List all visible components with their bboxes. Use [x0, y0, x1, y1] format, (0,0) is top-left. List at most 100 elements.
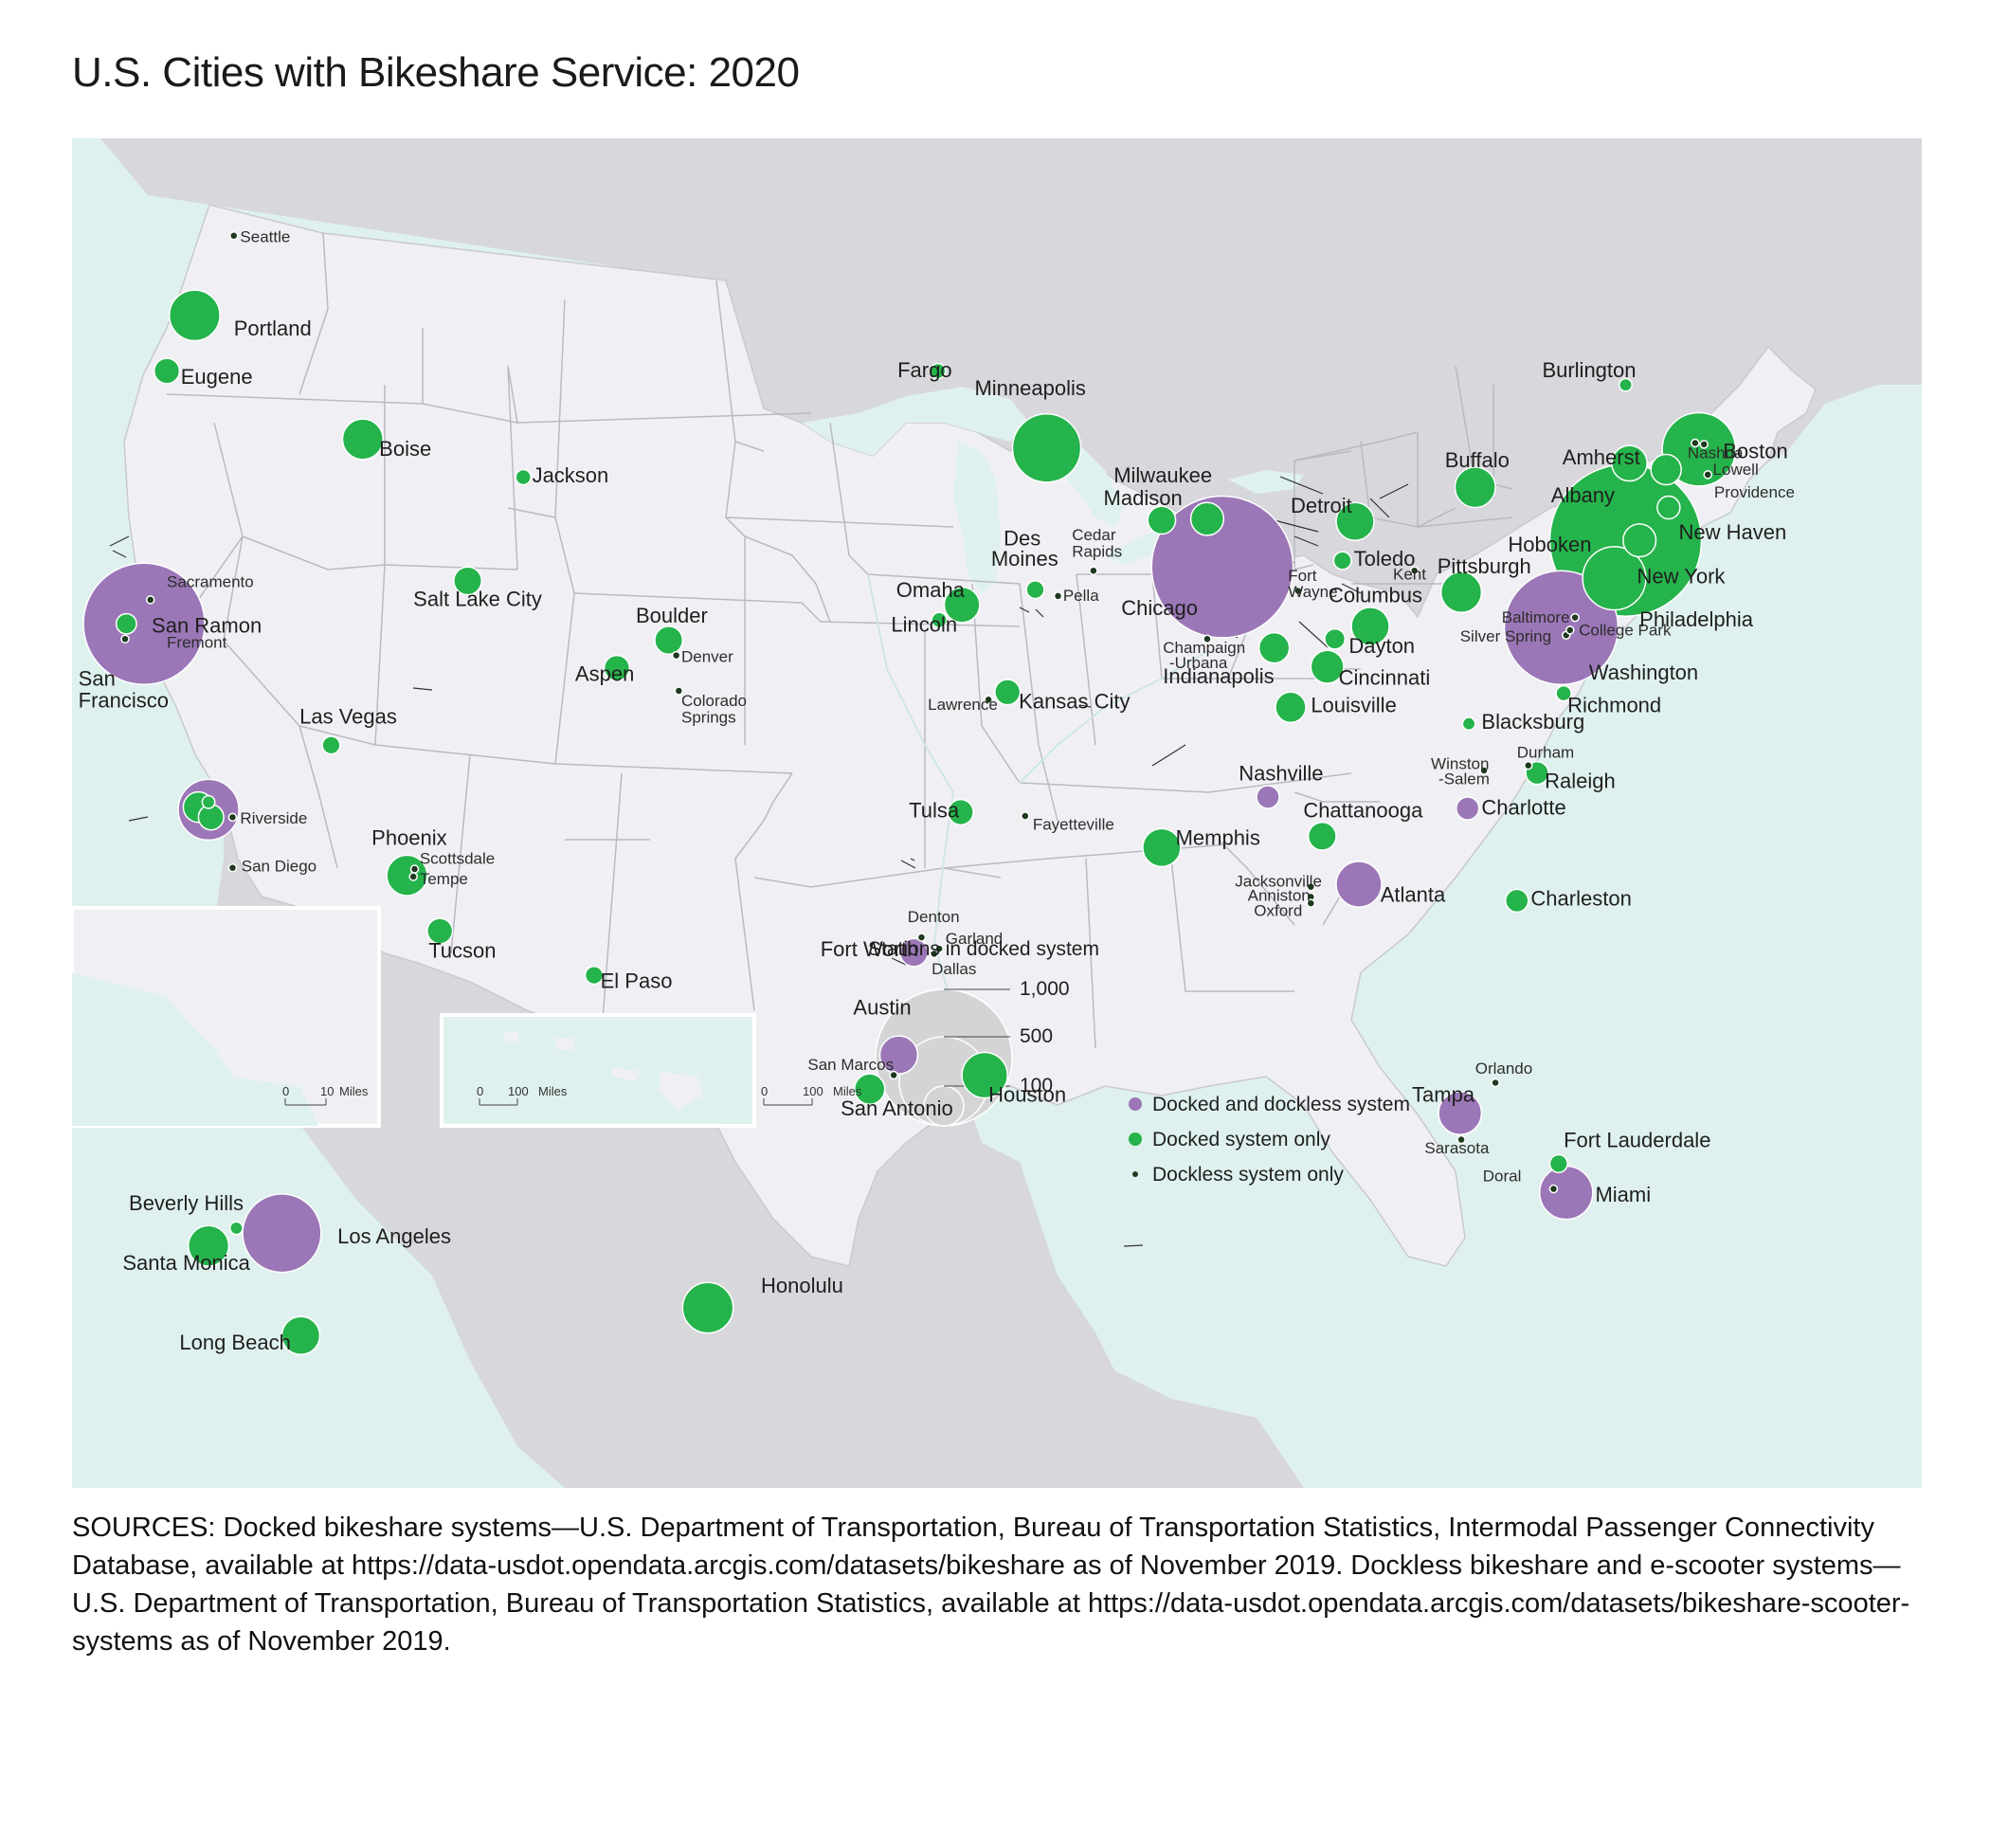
- ontario-land: [1039, 333, 1768, 617]
- jackson-marker: [515, 468, 532, 486]
- state-borders: [166, 232, 1513, 1049]
- city-markers: [82, 230, 1737, 1356]
- label-oxford: Oxford: [1254, 901, 1302, 919]
- scale-la-value: 10: [320, 1084, 334, 1098]
- label-colorado-springs-1: Colorado: [681, 692, 747, 710]
- label-miami: Miami: [1595, 1183, 1651, 1206]
- tempe-marker: [408, 872, 418, 881]
- madison-marker: [1147, 505, 1177, 535]
- city-labels: Seattle Portland Eugene Boise Jackson Salt La…: [79, 227, 1795, 1354]
- label-long-beach: Long Beach: [179, 1331, 290, 1354]
- label-des-moines-1: Des: [1004, 527, 1040, 551]
- lake-superior: [802, 387, 1029, 456]
- label-santa-monica: Santa Monica: [122, 1251, 250, 1275]
- label-new-york: New York: [1637, 565, 1726, 589]
- houston-marker: [961, 1051, 1008, 1099]
- los-angeles-marker: [242, 1193, 322, 1274]
- label-baltimore: Baltimore: [1502, 608, 1570, 626]
- label-college-park: College Park: [1579, 621, 1672, 639]
- legend-docked-dockless-swatch: [1129, 1097, 1142, 1111]
- lincoln-marker: [931, 611, 948, 629]
- label-champaign-1: Champaign: [1163, 639, 1245, 657]
- label-cedar-rapids-2: Rapids: [1072, 543, 1122, 561]
- label-amherst: Amherst: [1563, 445, 1640, 469]
- scale-main-zero: 0: [761, 1084, 768, 1098]
- aspen-marker: [603, 654, 631, 682]
- des-moines-marker: [1025, 580, 1045, 600]
- atlanta-marker: [1335, 861, 1383, 908]
- providence-marker: [1703, 470, 1712, 480]
- label-nashua: Nashua: [1688, 444, 1744, 462]
- label-anniston: Anniston: [1248, 886, 1311, 904]
- map-title: U.S. Cities with Bikeshare Service: 2020: [72, 49, 800, 96]
- salt-lake-city-marker: [453, 566, 482, 596]
- label-san-ramon: San Ramon: [152, 614, 262, 638]
- san-marcos-marker: [889, 1070, 898, 1080]
- scale-bar-labels: 0 10 Miles 0 100 Miles 0 100 Miles: [282, 1084, 862, 1098]
- label-tucson: Tucson: [428, 938, 496, 962]
- label-lowell: Lowell: [1713, 461, 1759, 479]
- honolulu-marker: [681, 1281, 734, 1334]
- colorado-springs-marker: [674, 686, 684, 696]
- santa-monica-marker: [187, 1224, 230, 1267]
- jacksonville-marker: [1306, 881, 1316, 892]
- indianapolis-marker: [1257, 631, 1291, 664]
- san-diego-marker: [227, 862, 238, 873]
- fort-wayne-marker: [1294, 586, 1303, 596]
- lake-ontario: [1228, 470, 1304, 494]
- label-las-vegas: Las Vegas: [299, 705, 397, 729]
- sources-note: SOURCES: Docked bikeshare systems—U.S. D…: [72, 1513, 1910, 1657]
- amherst-marker: [1650, 453, 1682, 486]
- label-blacksburg: Blacksburg: [1481, 710, 1584, 734]
- toledo-marker: [1332, 551, 1352, 571]
- scale-main-unit: Miles: [833, 1084, 862, 1098]
- label-salt-lake-city: Salt Lake City: [413, 588, 542, 611]
- portland-marker: [168, 289, 221, 342]
- label-detroit: Detroit: [1291, 494, 1352, 517]
- category-legend: Docked and dockless system Docked system…: [868, 938, 1410, 1186]
- long-beach-marker: [280, 1315, 321, 1356]
- lake-michigan: [953, 442, 1001, 593]
- austin-marker: [878, 1035, 919, 1075]
- label-kent: Kent: [1393, 566, 1426, 584]
- label-san-francisco-1: San: [79, 667, 116, 691]
- label-doral: Doral: [1483, 1168, 1522, 1186]
- columbus-marker: [1350, 607, 1390, 646]
- label-durham: Durham: [1517, 744, 1574, 762]
- label-louisville: Louisville: [1311, 694, 1397, 717]
- albany-marker: [1611, 444, 1648, 482]
- label-providence: Providence: [1714, 483, 1795, 501]
- label-philadelphia: Philadelphia: [1639, 607, 1754, 631]
- scale-main-value: 100: [803, 1084, 823, 1098]
- label-indianapolis: Indianapolis: [1163, 664, 1274, 688]
- label-fargo: Fargo: [897, 358, 951, 382]
- label-milwaukee: Milwaukee: [1113, 463, 1212, 487]
- burlington-marker: [1619, 377, 1633, 392]
- label-san-diego: San Diego: [242, 858, 317, 876]
- label-dayton: Dayton: [1348, 634, 1415, 658]
- label-fremont: Fremont: [167, 634, 227, 652]
- label-winston-1: Winston: [1431, 755, 1489, 773]
- dallas-marker: [930, 949, 939, 959]
- nashville-marker: [1256, 785, 1280, 809]
- chicago-marker: [1150, 495, 1294, 639]
- label-honolulu: Honolulu: [761, 1274, 843, 1297]
- nashua-marker: [1691, 438, 1700, 448]
- scottsdale-marker: [409, 864, 420, 874]
- buffalo-marker: [1454, 466, 1496, 509]
- label-orlando: Orlando: [1475, 1060, 1532, 1078]
- label-raleigh: Raleigh: [1545, 770, 1616, 793]
- label-des-moines-2: Moines: [991, 547, 1058, 571]
- san-ramon-marker: [115, 612, 137, 635]
- la-cluster-beverly-hills-marker: [201, 794, 216, 809]
- orlando-marker: [1491, 1078, 1500, 1088]
- label-boulder: Boulder: [636, 604, 708, 627]
- san-francisco-marker: [82, 562, 206, 686]
- label-boise: Boise: [379, 437, 431, 461]
- scale-hi-value: 100: [508, 1084, 529, 1098]
- kansas-city-marker: [994, 679, 1022, 706]
- label-chattanooga: Chattanooga: [1303, 798, 1423, 822]
- label-beverly-hills: Beverly Hills: [129, 1191, 244, 1215]
- inset-los-angeles: [72, 906, 381, 1128]
- label-eugene: Eugene: [181, 365, 253, 389]
